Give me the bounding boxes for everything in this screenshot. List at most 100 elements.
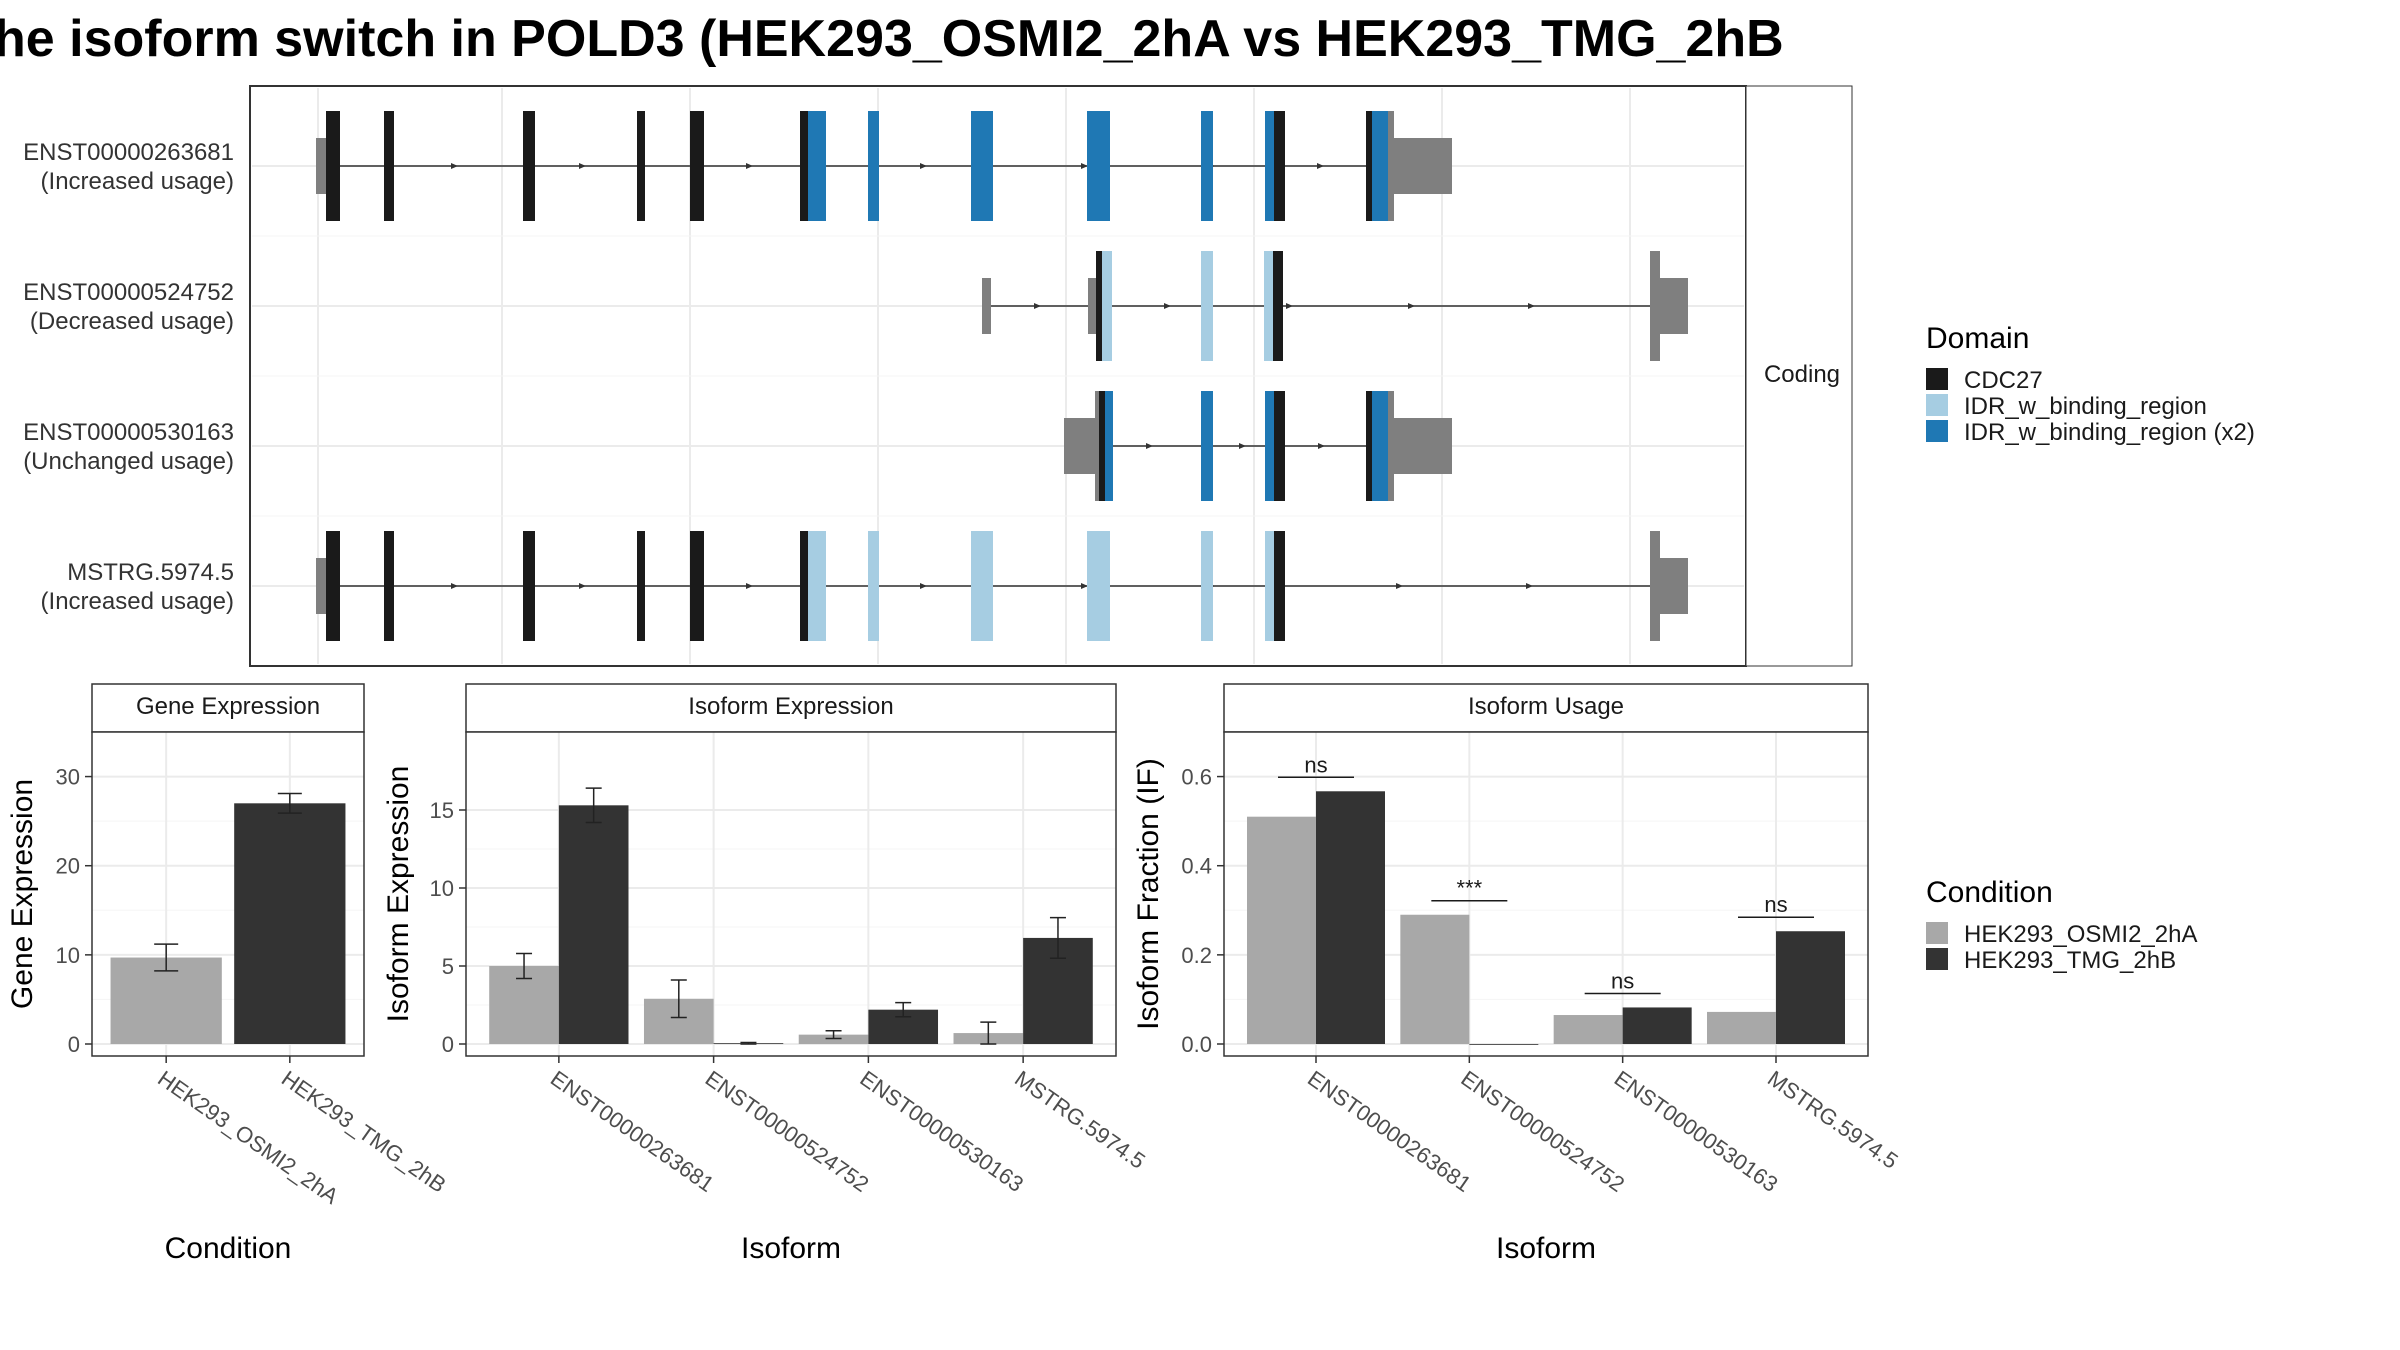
x-tick-label: ENST00000524752 bbox=[701, 1066, 874, 1197]
intron-arrow-icon bbox=[1164, 303, 1171, 309]
exon-noncoding-block bbox=[1088, 278, 1097, 334]
panel-frame bbox=[465, 731, 1117, 1057]
domain-legend-title: Domain bbox=[1926, 322, 2029, 355]
domain-cdc27-block bbox=[637, 111, 645, 221]
intron-arrow-icon bbox=[1081, 163, 1088, 169]
legend-label-idr-x2: IDR_w_binding_region (x2) bbox=[1964, 419, 2255, 446]
domain-cdc27-block bbox=[384, 111, 394, 221]
bar bbox=[110, 957, 222, 1044]
legend-swatch-cond2 bbox=[1926, 948, 1948, 970]
intron-arrow-icon bbox=[1526, 583, 1533, 589]
domain-cdc27-block bbox=[523, 531, 535, 641]
domain-idr-block bbox=[1201, 251, 1213, 361]
bar bbox=[1316, 791, 1385, 1044]
intron-arrow-icon bbox=[1081, 583, 1088, 589]
y-tick-label: 10 bbox=[56, 943, 80, 968]
x-axis-label: Isoform bbox=[741, 1232, 841, 1265]
isoform-label-status: (Unchanged usage) bbox=[23, 448, 234, 475]
bar bbox=[1400, 914, 1470, 1044]
exon-utr-block bbox=[1650, 531, 1660, 641]
y-axis-label: Isoform Expression bbox=[382, 766, 415, 1023]
isoform-label-status: (Decreased usage) bbox=[30, 308, 234, 335]
significance-label: *** bbox=[1456, 876, 1482, 901]
intron-arrow-icon bbox=[579, 163, 586, 169]
domain-cdc27-block bbox=[326, 531, 340, 641]
domain-idr-x2-block bbox=[808, 111, 826, 221]
intron-arrow-icon bbox=[746, 583, 753, 589]
y-tick-label: 0.2 bbox=[1181, 943, 1212, 968]
domain-cdc27-block bbox=[800, 531, 808, 641]
bar bbox=[1707, 1011, 1776, 1044]
y-tick-label: 30 bbox=[56, 765, 80, 790]
legend-label-cond1: HEK293_OSMI2_2hA bbox=[1964, 921, 2197, 948]
x-tick-label: ENST00000530163 bbox=[1610, 1066, 1783, 1197]
intron-arrow-icon bbox=[579, 583, 586, 589]
exon-noncoding-block bbox=[982, 278, 991, 334]
y-tick-label: 0 bbox=[442, 1032, 454, 1057]
domain-cdc27-block bbox=[800, 111, 808, 221]
panel-title: Gene Expression bbox=[136, 693, 320, 720]
bar bbox=[1553, 1015, 1623, 1044]
intron-arrow-icon bbox=[1396, 583, 1403, 589]
legend-swatch-idr bbox=[1926, 394, 1948, 416]
intron-arrow-icon bbox=[1317, 163, 1324, 169]
domain-idr-block bbox=[1264, 251, 1273, 361]
intron-arrow-icon bbox=[451, 583, 458, 589]
intron-arrow-icon bbox=[1146, 443, 1153, 449]
significance-label: ns bbox=[1611, 968, 1634, 993]
x-tick-label: MSTRG.5974.5 bbox=[1010, 1066, 1150, 1174]
domain-idr-x2-block bbox=[971, 111, 993, 221]
domain-idr-block bbox=[1102, 251, 1112, 361]
domain-idr-x2-block bbox=[1265, 391, 1274, 501]
exon-utr-block bbox=[1388, 111, 1394, 221]
figure-title: he isoform switch in POLD3 (HEK293_OSMI2… bbox=[0, 10, 1784, 68]
domain-idr-block bbox=[1265, 531, 1274, 641]
domain-idr-x2-block bbox=[1201, 391, 1213, 501]
isoform-label-id: ENST00000524752 bbox=[23, 279, 234, 306]
domain-idr-x2-block bbox=[1201, 111, 1213, 221]
domain-cdc27-block bbox=[523, 111, 535, 221]
intron-arrow-icon bbox=[1239, 443, 1246, 449]
domain-cdc27-block bbox=[1274, 531, 1285, 641]
legend-label-idr: IDR_w_binding_region bbox=[1964, 393, 2207, 420]
domain-cdc27-block bbox=[384, 531, 394, 641]
exon-noncoding-block bbox=[1064, 418, 1099, 474]
exon-noncoding-block bbox=[1394, 138, 1452, 194]
intron-arrow-icon bbox=[920, 163, 927, 169]
isoform-labels: ENST00000263681(Increased usage)ENST0000… bbox=[23, 139, 234, 615]
condition-legend: Condition HEK293_OSMI2_2hA HEK293_TMG_2h… bbox=[1926, 876, 2197, 974]
x-axis-label: Condition bbox=[165, 1232, 292, 1265]
structure-strip bbox=[1745, 85, 1853, 667]
domain-idr-block bbox=[868, 531, 879, 641]
domain-idr-block bbox=[1087, 531, 1110, 641]
panel-title: Isoform Usage bbox=[1468, 693, 1624, 720]
domain-cdc27-block bbox=[637, 531, 645, 641]
y-tick-label: 0.4 bbox=[1181, 854, 1212, 879]
condition-legend-title: Condition bbox=[1926, 876, 2053, 909]
isoform-usage-panel: Isoform Usage 0.0 0.2 0.4 0.6 ns *** ns ns ENST00… bbox=[1132, 683, 1903, 1265]
intron-arrow-icon bbox=[1034, 303, 1041, 309]
domain-cdc27-block bbox=[1366, 391, 1372, 501]
bar bbox=[798, 1034, 869, 1044]
domain-cdc27-block bbox=[1273, 251, 1283, 361]
panel-strip bbox=[1223, 683, 1869, 733]
exon-utr-block bbox=[1095, 391, 1102, 501]
isoform-label-id: ENST00000530163 bbox=[23, 419, 234, 446]
y-axis-label: Gene Expression bbox=[6, 779, 39, 1009]
significance-label: ns bbox=[1304, 752, 1327, 777]
y-tick-label: 0.0 bbox=[1181, 1032, 1212, 1057]
domain-idr-x2-block bbox=[1087, 111, 1110, 221]
legend-label-cond2: HEK293_TMG_2hB bbox=[1964, 947, 2176, 974]
isoform-label-id: MSTRG.5974.5 bbox=[67, 559, 234, 586]
domain-idr-x2-block bbox=[1372, 111, 1388, 221]
legend-swatch-cond1 bbox=[1926, 922, 1948, 944]
domain-cdc27-block bbox=[690, 531, 704, 641]
y-tick-label: 10 bbox=[430, 876, 454, 901]
domain-idr-x2-block bbox=[1105, 391, 1113, 501]
significance-label: ns bbox=[1764, 892, 1787, 917]
exon-utr-block bbox=[1650, 251, 1660, 361]
legend-label-cdc27: CDC27 bbox=[1964, 367, 2043, 394]
y-axis-label: Isoform Fraction (IF) bbox=[1132, 758, 1165, 1030]
legend-swatch-cdc27 bbox=[1926, 368, 1948, 390]
